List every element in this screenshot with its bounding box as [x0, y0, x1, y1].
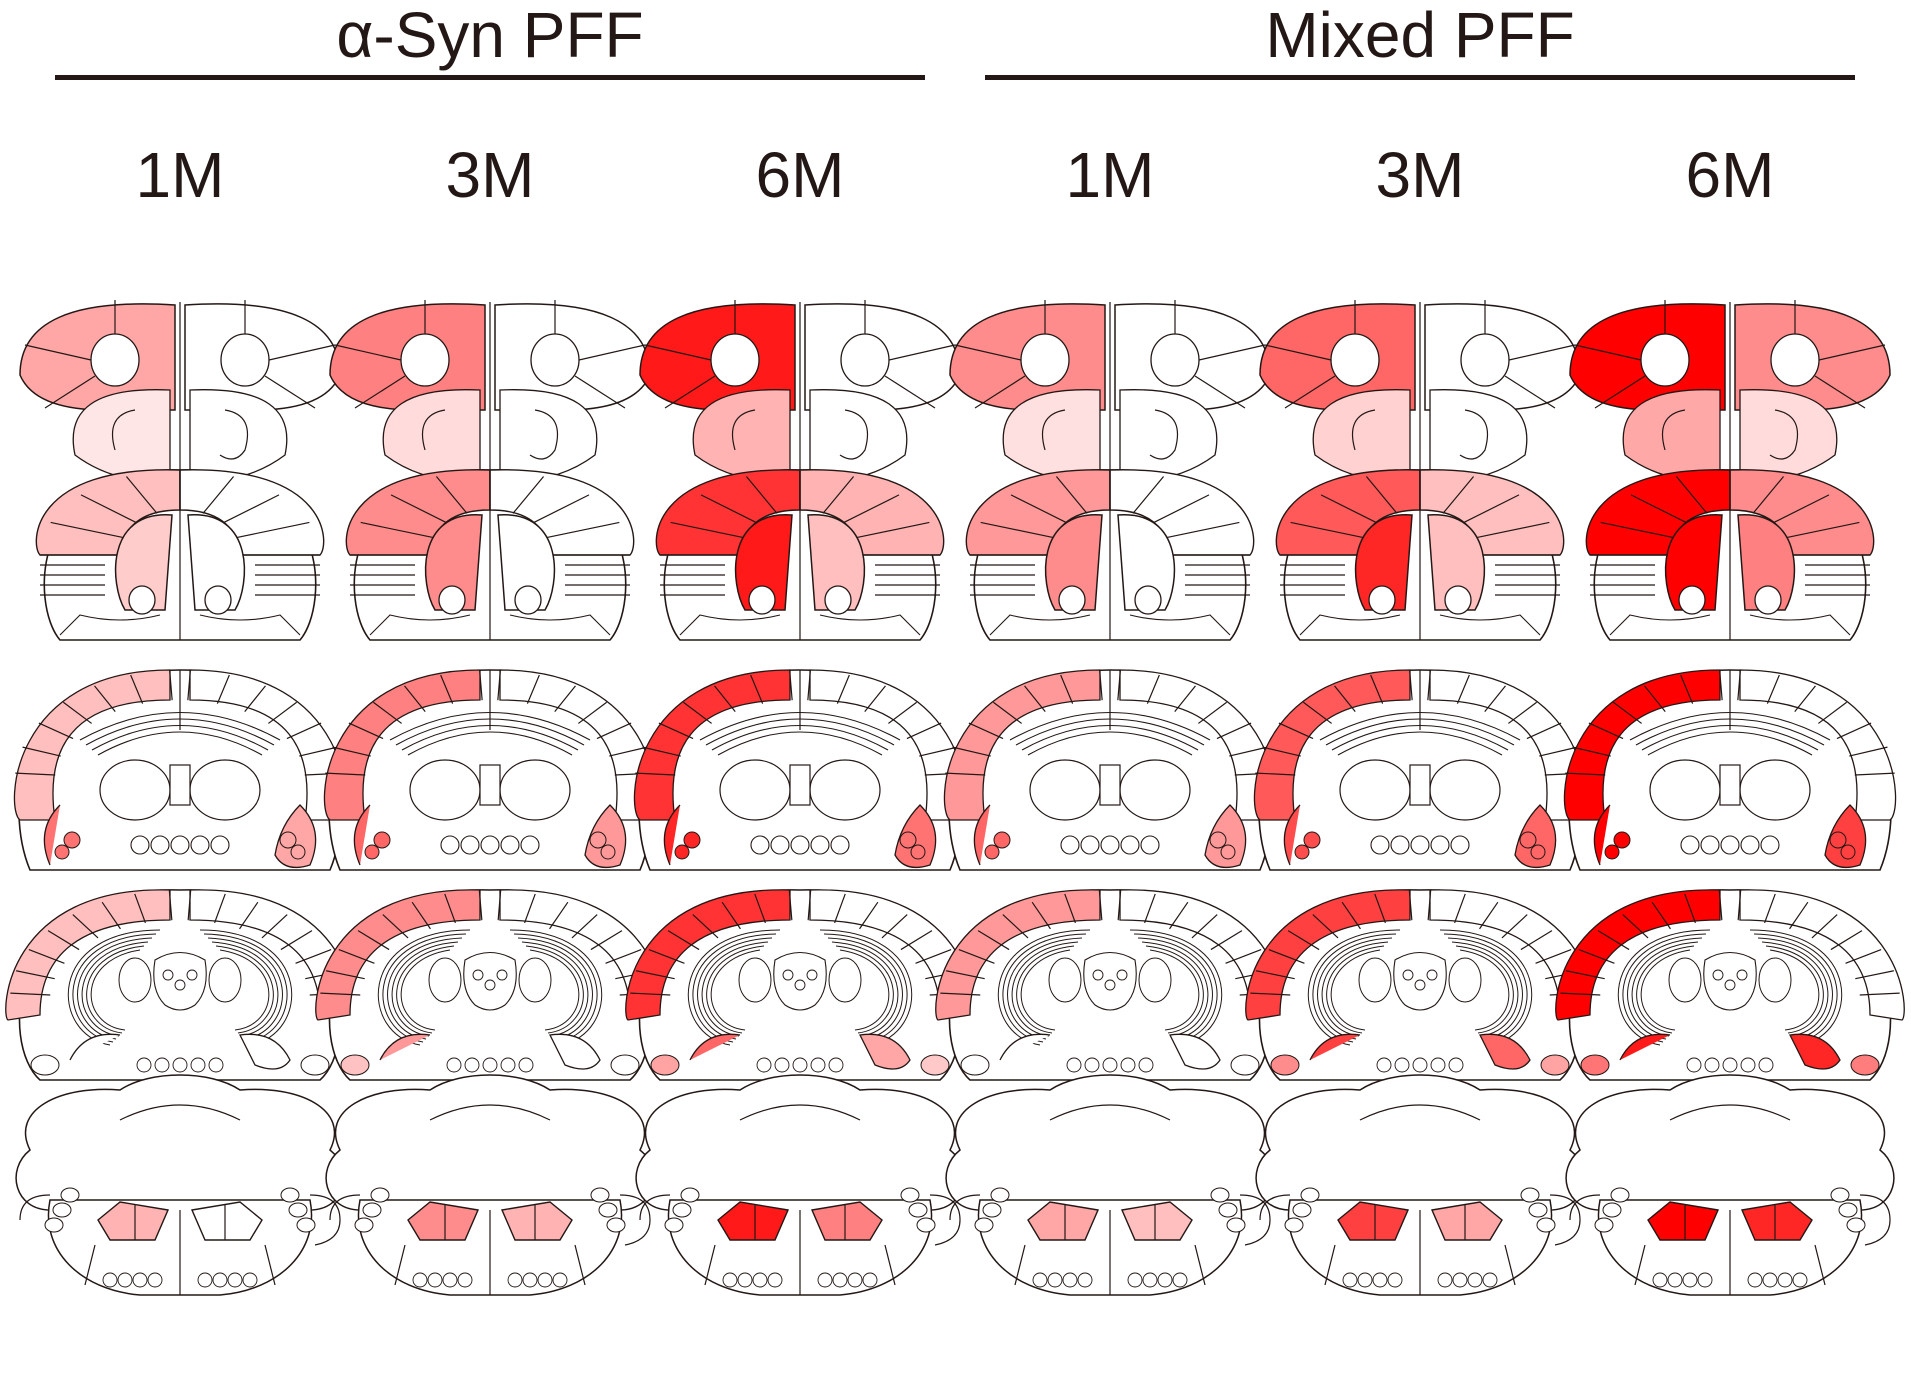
section-striatum-col-4: [965, 469, 1255, 641]
section-striatum-col-5: [1275, 469, 1565, 641]
section-olfactory-col-4: [949, 300, 1271, 490]
section-brainstem-col-6: [1565, 1074, 1895, 1296]
section-striatum-col-3: [655, 469, 945, 641]
section-brainstem-col-3: [635, 1074, 965, 1296]
section-hippocampus-col-3: [625, 889, 975, 1081]
section-hippocampus-col-4: [935, 889, 1285, 1081]
section-olfactory-col-6: [1569, 300, 1891, 490]
section-olfactory-col-1: [19, 300, 341, 490]
timepoint-label-asyn-3m: 3M: [445, 139, 535, 211]
section-brainstem-col-5: [1255, 1074, 1585, 1296]
section-hippocampus-col-5: [1245, 889, 1595, 1081]
section-brainstem-col-1: [15, 1074, 345, 1296]
section-cortex-mid-col-2: [323, 669, 657, 871]
timepoint-label-mixed-1m: 1M: [1065, 139, 1155, 211]
group-title-mixed-pff: Mixed PFF: [1265, 0, 1575, 71]
group-title-asyn-pff: α-Syn PFF: [336, 0, 644, 71]
timepoint-label-asyn-6m: 6M: [755, 139, 845, 211]
group-rule-mixed-pff: [985, 75, 1855, 80]
section-olfactory-col-5: [1259, 300, 1581, 490]
section-hippocampus-col-2: [315, 889, 665, 1081]
section-cortex-mid-col-3: [633, 669, 967, 871]
section-brainstem-col-2: [325, 1074, 655, 1296]
group-rule-asyn-pff: [55, 75, 925, 80]
timepoint-label-mixed-6m: 6M: [1685, 139, 1775, 211]
timepoint-label-asyn-1m: 1M: [135, 139, 225, 211]
section-hippocampus-col-1: [5, 889, 355, 1081]
section-hippocampus-col-6: [1555, 889, 1905, 1081]
section-striatum-col-2: [345, 469, 635, 641]
section-striatum-col-1: [35, 469, 325, 641]
section-olfactory-col-3: [639, 300, 961, 490]
section-brainstem-col-4: [945, 1074, 1275, 1296]
section-cortex-mid-col-1: [13, 669, 347, 871]
section-cortex-mid-col-6: [1563, 669, 1897, 871]
section-cortex-mid-col-5: [1253, 669, 1587, 871]
section-striatum-col-6: [1585, 469, 1875, 641]
section-cortex-mid-col-4: [943, 669, 1277, 871]
timepoint-label-mixed-3m: 3M: [1375, 139, 1465, 211]
section-olfactory-col-2: [329, 300, 651, 490]
